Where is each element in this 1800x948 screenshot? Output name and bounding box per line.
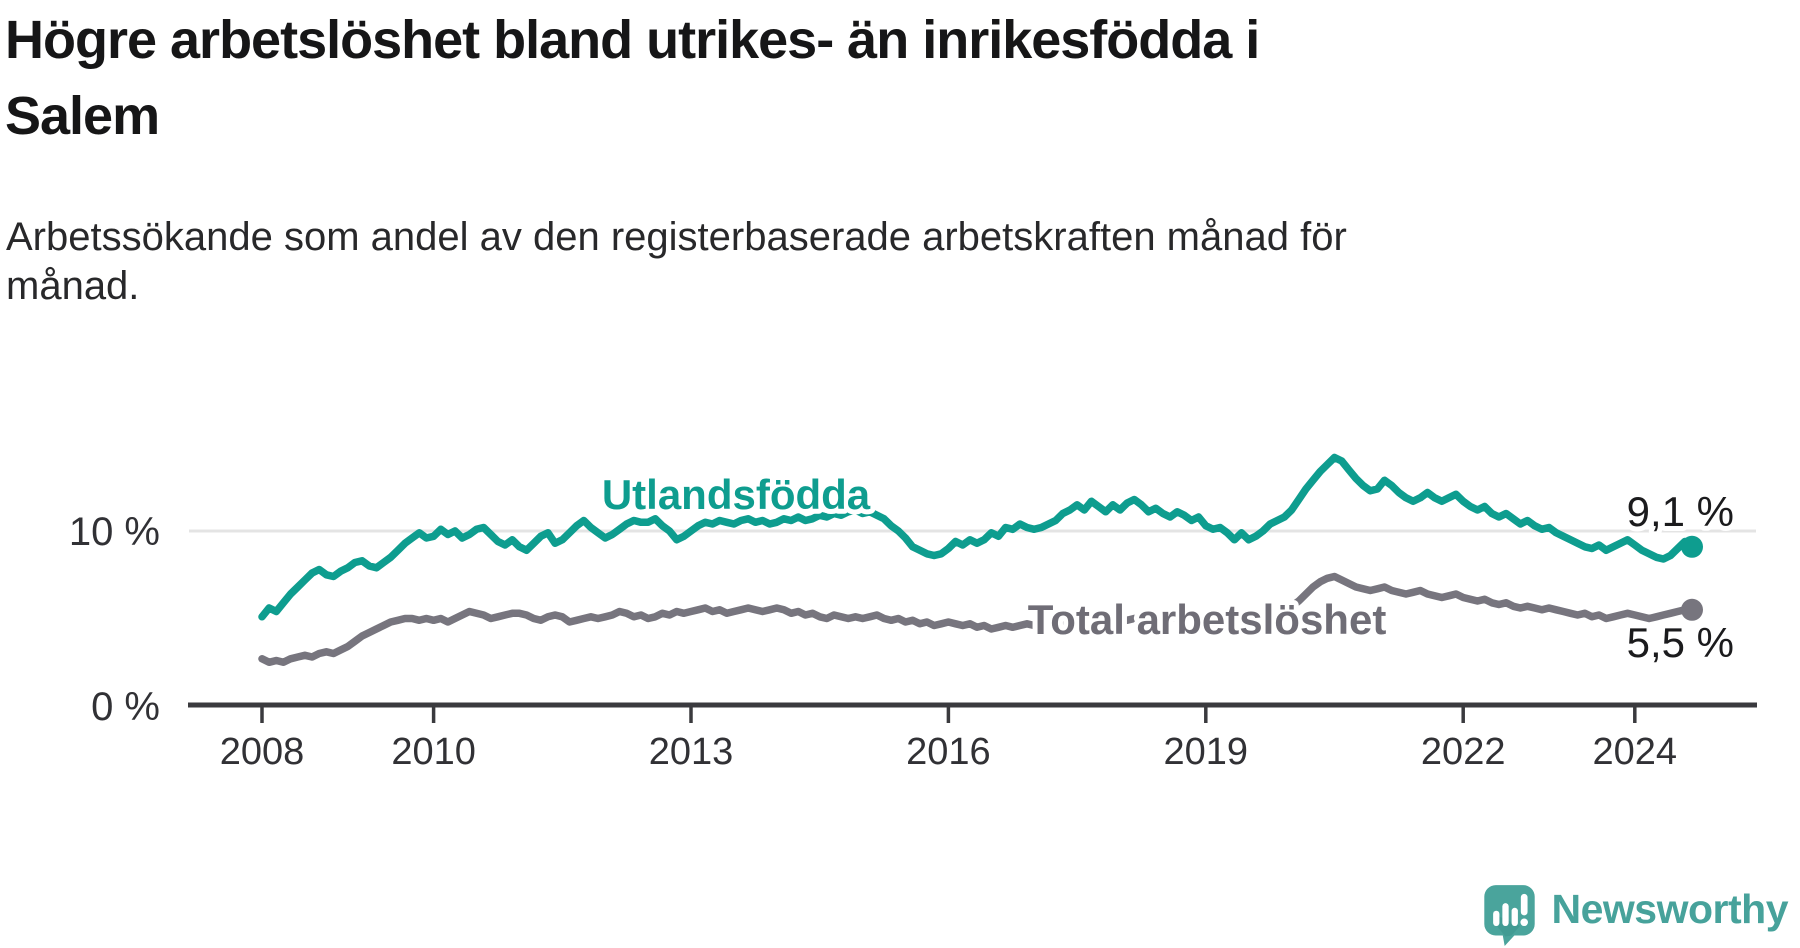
chart-subtitle-line-1: Arbetssökande som andel av den registerb… (6, 215, 1347, 259)
series-end-dot-0 (1681, 535, 1703, 558)
logo-bar-1 (1492, 910, 1499, 927)
end-value-label-total: 5,5 % (1627, 619, 1734, 666)
y-axis-labels: 0 % 10 % (69, 510, 160, 729)
y-tick-label-10: 10 % (69, 510, 160, 554)
series-line-1 (258, 572, 1696, 667)
x-tick-label-2013: 2013 (649, 731, 734, 773)
logo-bubble-shadow (1492, 915, 1520, 937)
chart-title-line-2: Salem (5, 86, 160, 146)
x-tick-label-2024: 2024 (1593, 731, 1678, 773)
newsworthy-speech-bubble-chart-icon (1483, 885, 1535, 946)
logo-bubble-shape (1483, 885, 1535, 946)
y-tick-label-0: 0 % (91, 685, 160, 729)
x-axis-ticks: 2008 2010 2013 2016 2019 2022 2024 (220, 707, 1677, 773)
x-tick-label-2019: 2019 (1164, 731, 1249, 773)
newsworthy-logo-text: Newsworthy (1551, 886, 1789, 932)
x-tick-label-2016: 2016 (906, 731, 991, 773)
chart-subtitle: Arbetssökande som andel av den registerb… (6, 213, 1347, 311)
chart-title-line-1: Högre arbetslöshet bland utrikes- än inr… (5, 10, 1260, 70)
series-end-dot-1 (1681, 598, 1703, 621)
chart-title: Högre arbetslöshet bland utrikes- än inr… (5, 2, 1260, 154)
logo-exclamation-dot (1519, 918, 1528, 927)
series-label-utlandsfodda: Utlandsfödda (602, 471, 871, 518)
end-value-label-utlandsfodda: 9,1 % (1627, 488, 1734, 535)
x-tick-label-2022: 2022 (1421, 731, 1506, 773)
logo-exclamation-bar (1520, 893, 1528, 916)
x-tick-label-2010: 2010 (391, 731, 476, 773)
newsworthy-logo: Newsworthy (1482, 883, 1789, 946)
chart-subtitle-line-2: månad. (6, 264, 140, 308)
series-line-0 (258, 453, 1696, 621)
logo-bar-3 (1511, 907, 1518, 927)
series-label-total-arbetsloshet: Total arbetslöshet (1028, 596, 1387, 643)
logo-bar-2 (1501, 903, 1509, 927)
x-tick-label-2008: 2008 (220, 731, 305, 773)
